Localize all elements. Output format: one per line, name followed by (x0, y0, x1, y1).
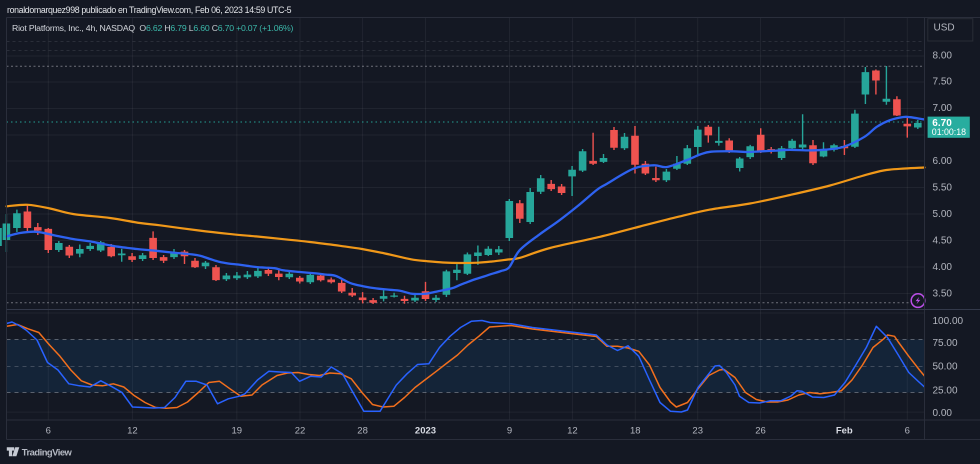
svg-text:5.50: 5.50 (933, 182, 953, 193)
svg-text:TradingView: TradingView (22, 447, 73, 458)
svg-text:6: 6 (46, 426, 51, 437)
svg-text:01:00:18: 01:00:18 (932, 127, 966, 137)
svg-text:12: 12 (567, 426, 578, 437)
svg-text:4.00: 4.00 (933, 262, 953, 273)
svg-text:Feb: Feb (836, 426, 853, 437)
svg-text:7.00: 7.00 (933, 103, 953, 114)
svg-text:4.50: 4.50 (933, 235, 953, 246)
svg-text:100.00: 100.00 (933, 316, 964, 327)
svg-text:23: 23 (692, 426, 703, 437)
svg-text:26: 26 (755, 426, 766, 437)
svg-text:19: 19 (232, 426, 243, 437)
svg-text:5.00: 5.00 (933, 209, 953, 220)
svg-text:18: 18 (630, 426, 641, 437)
svg-text:12: 12 (127, 426, 138, 437)
svg-text:2023: 2023 (415, 426, 436, 437)
svg-text:USD: USD (934, 22, 955, 33)
svg-text:75.00: 75.00 (933, 338, 958, 349)
svg-text:6: 6 (905, 426, 910, 437)
svg-text:50.00: 50.00 (933, 361, 958, 372)
svg-text:22: 22 (295, 426, 306, 437)
svg-text:9: 9 (507, 426, 512, 437)
svg-text:25.00: 25.00 (933, 385, 958, 396)
svg-text:7.50: 7.50 (933, 77, 953, 88)
svg-text:6.70: 6.70 (932, 118, 952, 129)
svg-text:6.00: 6.00 (933, 156, 953, 167)
svg-text:Riot Platforms, Inc., 4h, NASD: Riot Platforms, Inc., 4h, NASDAQ O6.62 H… (12, 23, 293, 33)
svg-text:28: 28 (357, 426, 368, 437)
svg-text:ronaldomarquez998 publicado en: ronaldomarquez998 publicado en TradingVi… (7, 5, 292, 15)
svg-text:8.00: 8.00 (933, 50, 953, 61)
svg-text:3.50: 3.50 (933, 288, 953, 299)
svg-text:0.00: 0.00 (933, 408, 953, 419)
